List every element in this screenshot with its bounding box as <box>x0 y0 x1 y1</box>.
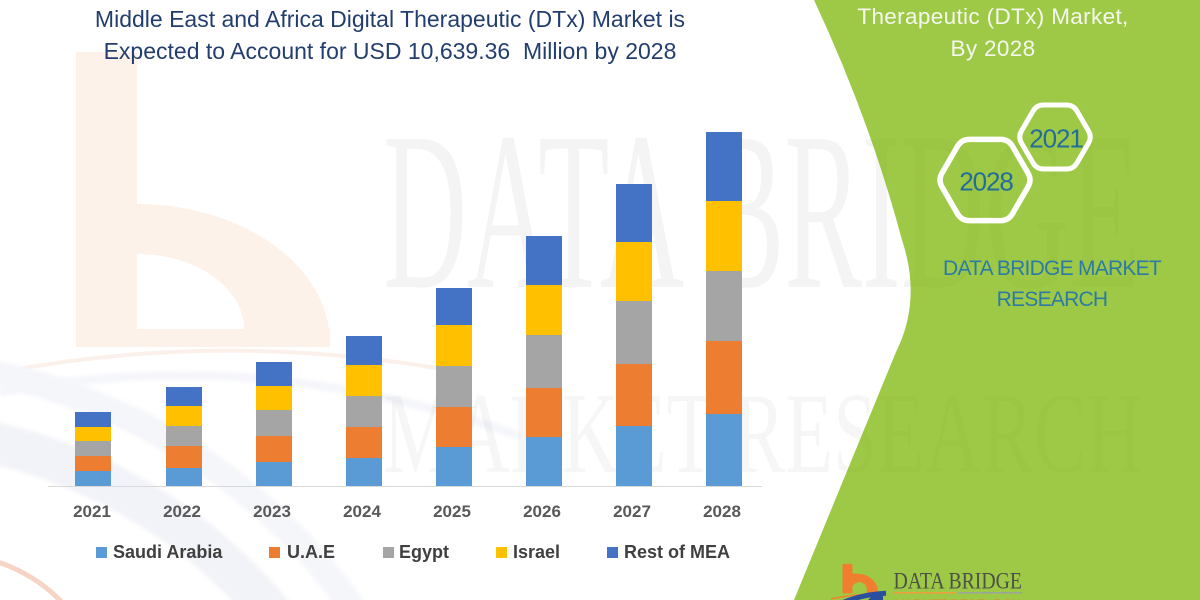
svg-text:DATA BRIDGE: DATA BRIDGE <box>894 569 1023 594</box>
svg-text:MARKET RESEARCH: MARKET RESEARCH <box>894 597 1021 600</box>
svg-text:2028: 2028 <box>959 166 1013 196</box>
svg-text:2021: 2021 <box>1029 124 1083 154</box>
